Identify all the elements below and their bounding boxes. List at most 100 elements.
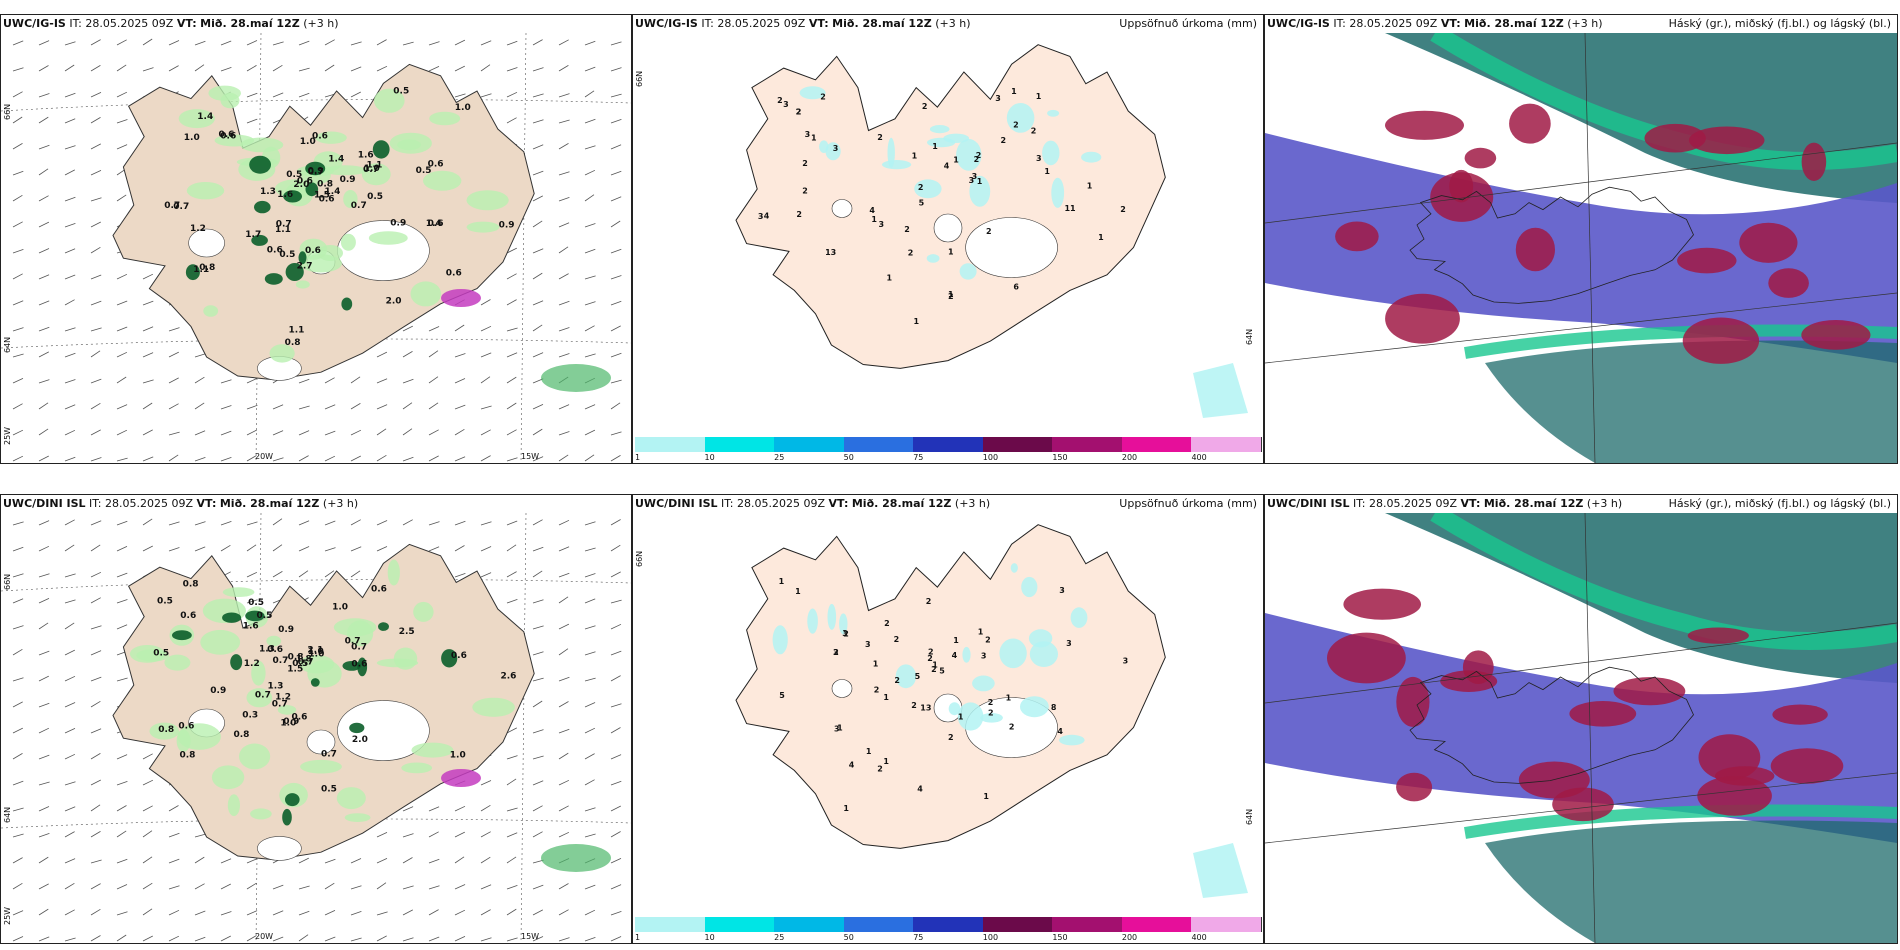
- wind-barb: [480, 299, 491, 306]
- wind-barb: [64, 92, 76, 98]
- panel-header: UWC/DINI ISL IT: 28.05.2025 09Z VT: Mið.…: [3, 497, 359, 510]
- precip-value: 1.0: [308, 649, 324, 659]
- precip-value: 2.0: [293, 180, 309, 190]
- wind-barb: [142, 908, 153, 916]
- wind-barb: [558, 327, 570, 332]
- wind-barb: [90, 676, 102, 682]
- wind-barb: [246, 544, 257, 552]
- precip-value: 1: [1065, 204, 1071, 213]
- wind-barb: [428, 831, 439, 838]
- precip-value: 0.6: [220, 132, 236, 142]
- precip-value: 1.0: [364, 164, 380, 174]
- precip-value: 1: [837, 724, 843, 733]
- precip-value: 1: [977, 177, 983, 186]
- wind-barb: [402, 833, 414, 838]
- precip-value: 1: [1044, 167, 1050, 176]
- precip-value: 0.8: [288, 653, 304, 663]
- wind-barb: [532, 456, 544, 462]
- precip-value: 13: [920, 704, 931, 713]
- precip-value: 0.6: [305, 246, 321, 256]
- longitude-line: [1584, 33, 1596, 463]
- wind-barb: [324, 455, 336, 462]
- wind-barb: [428, 806, 440, 812]
- precip-value: 3: [833, 144, 839, 153]
- heavy-precip-area: [349, 722, 365, 734]
- wind-barb: [402, 909, 413, 916]
- precip-value: 3: [972, 172, 978, 181]
- intense-precip-area: [441, 769, 481, 787]
- precip-value: 0.7: [351, 201, 367, 211]
- wind-barb: [558, 353, 570, 358]
- heavy-precip-area: [264, 273, 283, 285]
- wind-barb: [584, 779, 595, 786]
- low-cloud-area: [1687, 627, 1749, 644]
- wind-barb: [38, 908, 49, 916]
- cloud-panel-bottom: UWC/DINI ISL IT: 28.05.2025 09Z VT: Mið.…: [1264, 494, 1898, 944]
- wind-barb: [168, 454, 179, 462]
- wind-barb: [246, 521, 258, 526]
- precip-area: [250, 808, 272, 820]
- wind-barb: [558, 623, 570, 630]
- wind-barb: [90, 804, 101, 812]
- wind-barb: [584, 353, 596, 358]
- latitude-line: [1, 579, 631, 592]
- wind-barb: [90, 402, 101, 410]
- wind-barb: [64, 882, 75, 890]
- wind-barb: [168, 377, 179, 384]
- precip-value: 8: [1051, 703, 1057, 712]
- wind-barb: [350, 66, 362, 72]
- wind-barb: [610, 831, 621, 838]
- precip-value: 0.6: [178, 722, 194, 732]
- wind-barb: [610, 858, 622, 864]
- precip-area: [799, 86, 826, 100]
- wind-barb: [532, 144, 544, 150]
- wind-barb: [246, 599, 258, 604]
- wind-barb: [506, 91, 518, 98]
- precip-area: [203, 305, 219, 317]
- wind-barb: [532, 546, 544, 552]
- wind-barb: [454, 353, 466, 358]
- wind-barb: [116, 144, 128, 150]
- precip-value: 0.7: [164, 201, 180, 211]
- precip-value: 0.6: [292, 713, 308, 723]
- wind-barb: [142, 429, 153, 436]
- wind-barb: [64, 858, 76, 864]
- wind-barb: [90, 908, 101, 916]
- precip-value: 2.1: [307, 646, 323, 656]
- precip-value: 4: [849, 760, 855, 769]
- wind-barb: [116, 624, 128, 630]
- wind-barb: [38, 675, 49, 682]
- wind-barb: [558, 171, 570, 176]
- wind-barb: [220, 67, 232, 72]
- wind-barb: [12, 521, 24, 526]
- colorbar-swatch: [1052, 917, 1123, 932]
- low-cloud-area: [1552, 787, 1614, 822]
- wind-barb: [610, 703, 622, 708]
- wind-barb: [116, 300, 128, 306]
- colorbar-tick: 1: [635, 453, 641, 462]
- wind-barb: [12, 143, 23, 150]
- precip-value: 3: [865, 640, 871, 649]
- wind-barb: [64, 145, 76, 150]
- wind-barb: [38, 806, 50, 812]
- precip-map: 1212321322113212221134443255321128413212…: [735, 524, 1248, 898]
- wind-barb: [142, 402, 153, 410]
- precip-area: [466, 190, 509, 211]
- wind-barb: [142, 935, 153, 942]
- wind-barb: [610, 93, 622, 98]
- wind-barb: [64, 196, 76, 202]
- wind-barb: [506, 908, 517, 916]
- wind-barb: [90, 65, 101, 72]
- wind-barb: [116, 781, 128, 786]
- wind-barb: [38, 650, 50, 656]
- wind-barb: [558, 519, 570, 526]
- wind-barb: [532, 936, 544, 942]
- precip-value: 4: [952, 651, 958, 660]
- precip-value: 0.9: [283, 717, 299, 727]
- glacier: [337, 700, 430, 761]
- precip-value: 1: [843, 804, 849, 813]
- precip-area: [999, 638, 1027, 669]
- wind-barb: [532, 729, 544, 734]
- wind-barb: [584, 521, 596, 526]
- precip-value: 2.5: [399, 627, 415, 637]
